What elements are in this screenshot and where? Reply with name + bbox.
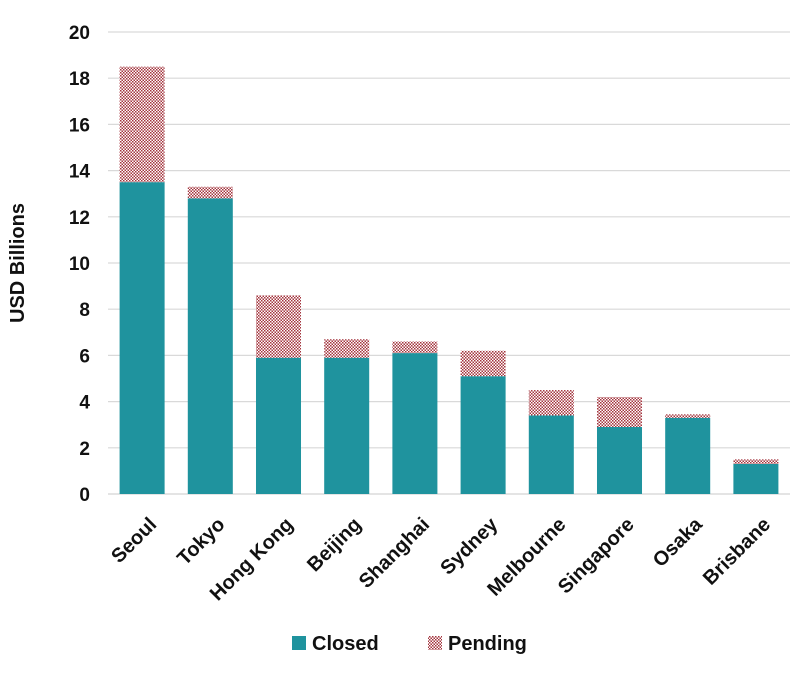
y-tick-label: 10	[69, 254, 90, 275]
bar-pending-shanghai	[392, 341, 438, 354]
bar-pending-hong-kong	[255, 295, 302, 358]
bar-closed-brisbane	[733, 463, 779, 494]
y-tick-label: 2	[79, 439, 90, 460]
bar-closed-osaka	[665, 417, 711, 494]
bar-pending-seoul	[119, 66, 165, 183]
bar-closed-singapore	[596, 427, 643, 494]
legend-label-pending: Pending	[448, 633, 527, 655]
bar-closed-shanghai	[392, 353, 438, 494]
y-axis-ticks: 0 2 4 6 8 10 12 14 16 18 20	[69, 23, 91, 506]
y-tick-label: 4	[79, 393, 90, 414]
y-tick-label: 0	[79, 485, 90, 506]
x-tick-label: Sydney	[436, 513, 502, 579]
x-tick-label: Beijing	[303, 514, 366, 577]
bar-closed-hong-kong	[255, 357, 302, 494]
bar-closed-beijing	[324, 357, 370, 494]
y-tick-label: 16	[69, 115, 90, 136]
y-tick-label: 6	[79, 346, 90, 367]
bar-pending-melbourne	[528, 390, 574, 416]
bar-closed-sydney	[460, 376, 506, 494]
legend-swatch-pending	[428, 636, 442, 650]
bar-pending-beijing	[324, 339, 370, 358]
x-tick-label: Tokyo	[173, 514, 229, 570]
y-tick-label: 12	[69, 208, 90, 229]
legend: Closed Pending	[292, 633, 527, 655]
bars	[119, 66, 779, 494]
legend-swatch-closed	[292, 636, 306, 650]
bar-pending-brisbane	[733, 459, 779, 464]
bar-pending-singapore	[596, 396, 643, 428]
x-tick-label: Seoul	[107, 514, 161, 568]
bar-pending-tokyo	[187, 186, 233, 199]
x-tick-label: Brisbane	[699, 514, 775, 590]
y-tick-label: 14	[69, 162, 91, 183]
y-tick-label: 8	[79, 300, 90, 321]
bar-pending-osaka	[665, 414, 711, 418]
y-axis-title: USD Billions	[7, 203, 29, 323]
bar-closed-tokyo	[187, 198, 233, 494]
bar-pending-sydney	[460, 350, 506, 377]
bar-closed-melbourne	[528, 415, 574, 494]
legend-label-closed: Closed	[312, 633, 379, 655]
y-tick-label: 18	[69, 69, 90, 90]
x-tick-label: Osaka	[649, 513, 708, 572]
y-tick-label: 20	[69, 23, 90, 44]
x-tick-label: Shanghai	[355, 514, 434, 593]
bar-closed-seoul	[119, 182, 165, 494]
